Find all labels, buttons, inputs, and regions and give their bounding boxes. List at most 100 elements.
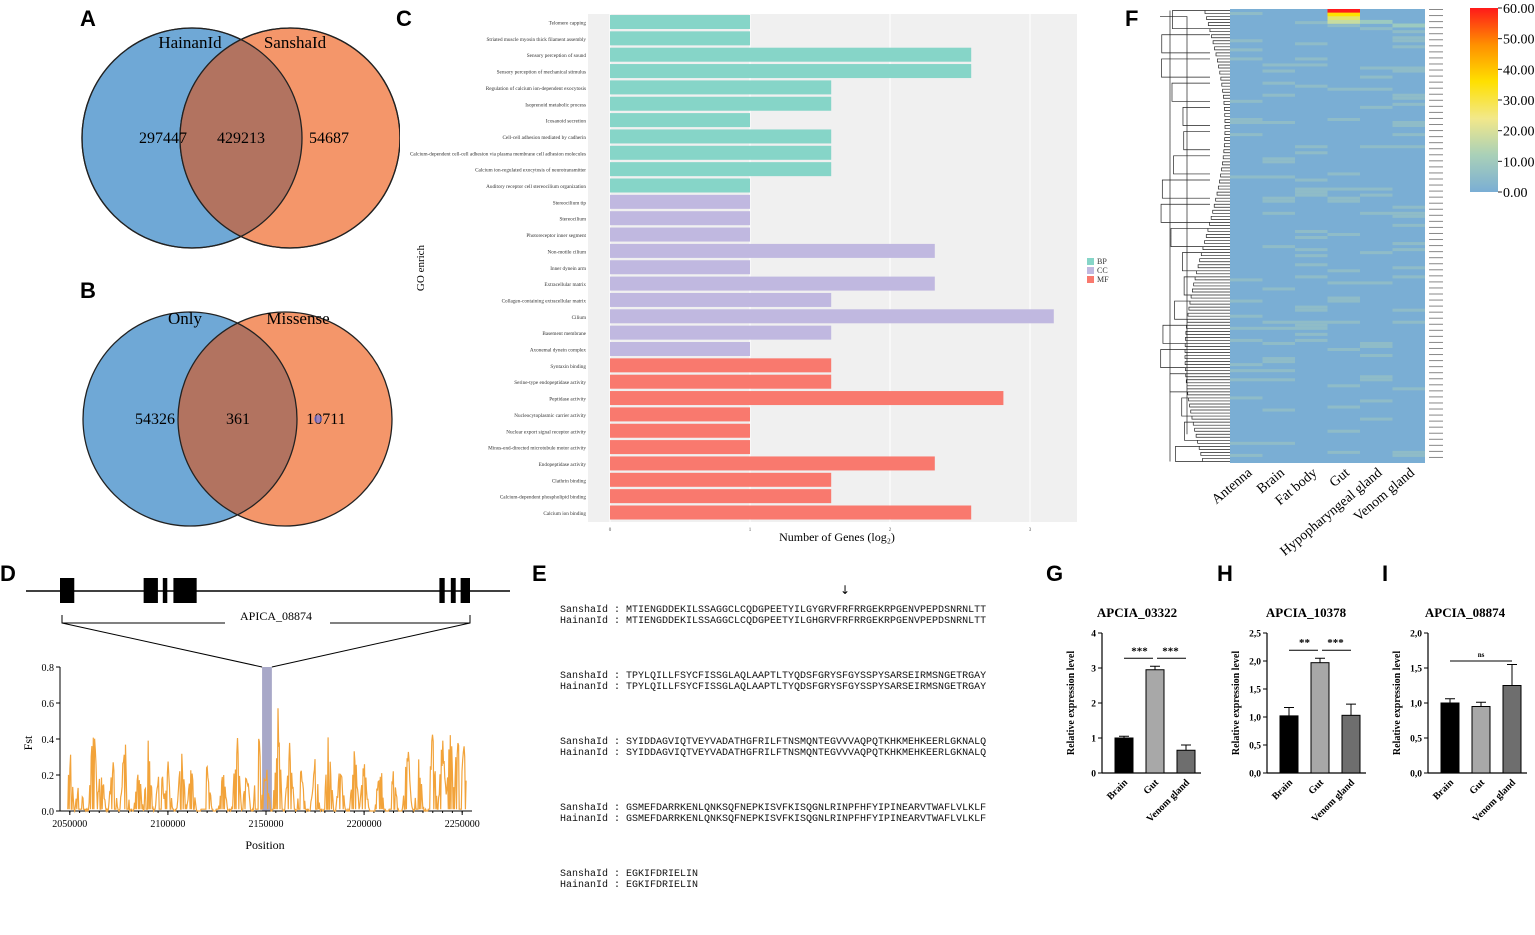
bar-chart-ytick-label: 2,0 <box>1410 630 1422 640</box>
exon-block <box>173 578 197 603</box>
fst-xtick-label: 2200000 <box>347 819 382 830</box>
alignment-block: SanshaId : GSMEFDARRKENLQNKSQFNEPKISVFKI… <box>560 803 986 825</box>
heatmap-cell <box>1230 99 1263 103</box>
heatmap-row-label <box>1429 166 1443 168</box>
go-bar <box>610 423 750 438</box>
heatmap-cell <box>1327 281 1360 285</box>
go-bar <box>610 374 832 389</box>
go-category-label: Calcium-dependent cell-cell adhesion via… <box>410 151 586 157</box>
bar-chart-apcia-08874: I APCIA_08874 Relative expression level 0,… <box>1382 561 1527 825</box>
go-bar <box>610 456 935 471</box>
heatmap-cell <box>1392 266 1425 270</box>
heatmap-cell <box>1262 287 1295 291</box>
heatmap-cell <box>1295 263 1328 267</box>
heatmap-cell <box>1327 347 1360 352</box>
heatmap-cell <box>1262 160 1295 164</box>
heatmap-cell <box>1392 120 1425 125</box>
heatmap-row-label <box>1429 99 1443 101</box>
heatmap-cell <box>1230 314 1263 318</box>
go-category-label: Non-motile cilium <box>548 249 586 255</box>
bar-chart-ytick-label: 0,5 <box>1249 742 1261 752</box>
heatmap-cell <box>1360 87 1393 91</box>
heatmap-cell <box>1360 417 1393 421</box>
heatmap-cell <box>1392 96 1425 100</box>
heatmap-row-label <box>1429 299 1443 301</box>
go-category-label: Minus-end-directed microtubule motor act… <box>488 446 586 452</box>
heatmap-cell <box>1230 120 1263 125</box>
colorbar-tick-label: 0.00 <box>1503 186 1528 201</box>
fst-ylabel: Fst <box>21 735 35 750</box>
bar <box>1145 669 1165 774</box>
heatmap-row-label <box>1429 75 1443 77</box>
heatmap-cell <box>1230 396 1263 400</box>
heatmap-cell <box>1295 326 1328 330</box>
significance-label: *** <box>1131 645 1148 657</box>
colorbar <box>1470 8 1498 192</box>
colorbar-tick-label: 60.00 <box>1503 2 1535 17</box>
go-category-label: Calcium-dependent phospholipid binding <box>500 495 587 501</box>
error-bar <box>1284 706 1294 716</box>
go-legend-swatch <box>1087 258 1094 265</box>
bar-chart-ytick-label: 3 <box>1091 665 1096 675</box>
go-category-label: Endopeptidase activity <box>539 462 587 468</box>
heatmap-row-label <box>1429 190 1443 192</box>
heatmap-hot-cell <box>1360 19 1393 24</box>
heatmap-cell <box>1327 405 1360 409</box>
bar-category-label: Brain <box>1270 777 1295 802</box>
heatmap-row-label <box>1429 208 1443 210</box>
go-category-label: Calcium ion-regulated exocytosis of neur… <box>475 167 586 174</box>
heatmap-cell <box>1295 84 1328 88</box>
highlight-region <box>262 667 272 811</box>
heatmap-cell <box>1295 193 1328 197</box>
go-category-label: Calcium ion binding <box>543 511 586 517</box>
go-category-label: Basement membrane <box>542 331 586 337</box>
alignment-row-sansha: SanshaId : GSMEFDARRKENLQNKSQFNEPKISVFKI… <box>560 803 987 814</box>
bar-chart-ylabel: Relative expression level <box>1066 651 1077 755</box>
heatmap-row-label <box>1429 257 1443 259</box>
heatmap-cell <box>1392 145 1425 149</box>
heatmap-cell <box>1262 320 1295 324</box>
heatmap-cell <box>1360 27 1393 31</box>
bar-chart-apcia-10378: H APCIA_10378 Relative expression level 0,… <box>1217 561 1366 825</box>
go-bar <box>610 227 750 242</box>
heatmap-row-label <box>1429 281 1443 283</box>
heatmap-cell <box>1295 332 1328 336</box>
bar-chart-ytick-label: 1,5 <box>1249 686 1261 696</box>
heatmap-cell <box>1360 354 1393 358</box>
heatmap-cell <box>1262 81 1295 85</box>
significance-label: *** <box>1327 637 1344 649</box>
heatmap-cell <box>1230 363 1263 367</box>
heatmap-row-label <box>1429 390 1443 392</box>
heatmap-cell <box>1327 87 1360 91</box>
bar-chart-ytick-label: 0,5 <box>1410 735 1422 745</box>
heatmap-row-label <box>1429 354 1443 356</box>
alignment-row-hainan: HainanId : MTIENGDDEKILSSAGGCLCQDGPEETYI… <box>560 616 987 627</box>
error-bar <box>1150 665 1160 670</box>
heatmap-row-label <box>1429 263 1443 265</box>
heatmap-cell <box>1392 214 1425 218</box>
venn-a: A HainanId SanshaId 297447 429213 54687 <box>80 6 400 249</box>
alignment-block: SanshaId : TPYLQILLFSYCFISSGLAQLAAPTLTYQ… <box>560 671 986 693</box>
heatmap-row-label <box>1429 33 1443 35</box>
heatmap-cell <box>1392 39 1425 43</box>
heatmap-cell <box>1295 178 1328 182</box>
go-bar <box>610 64 972 79</box>
go-ylabel: GO enrich <box>415 244 427 291</box>
heatmap-cell <box>1295 320 1328 324</box>
heatmap-cell <box>1262 369 1295 373</box>
heatmap-row-label <box>1429 111 1443 113</box>
alignment-row-sansha: SanshaId : TPYLQILLFSYCFISSGLAQLAAPTLTYQ… <box>560 671 987 682</box>
heatmap-cell <box>1295 42 1328 46</box>
heatmap-cell <box>1360 281 1393 285</box>
go-bar <box>610 96 832 111</box>
heatmap-row-label <box>1429 414 1443 416</box>
fst-plot: D APICA_08874 0.0 0.2 0.4 0.6 0.8 2050000 2100… <box>0 561 510 852</box>
heatmap-row-label <box>1429 130 1443 132</box>
bar-chart-ytick-label: 2 <box>1091 700 1096 710</box>
alignment-row-sansha: SanshaId : MTIENGDDEKILSSAGGCLCQDGPEETYI… <box>560 605 987 616</box>
fst-xtick-label: 2150000 <box>249 819 284 830</box>
bar <box>1341 714 1361 774</box>
heatmap-cell <box>1327 299 1360 303</box>
heatmap-cell <box>1392 45 1425 49</box>
heatmap-row-label <box>1429 341 1443 343</box>
